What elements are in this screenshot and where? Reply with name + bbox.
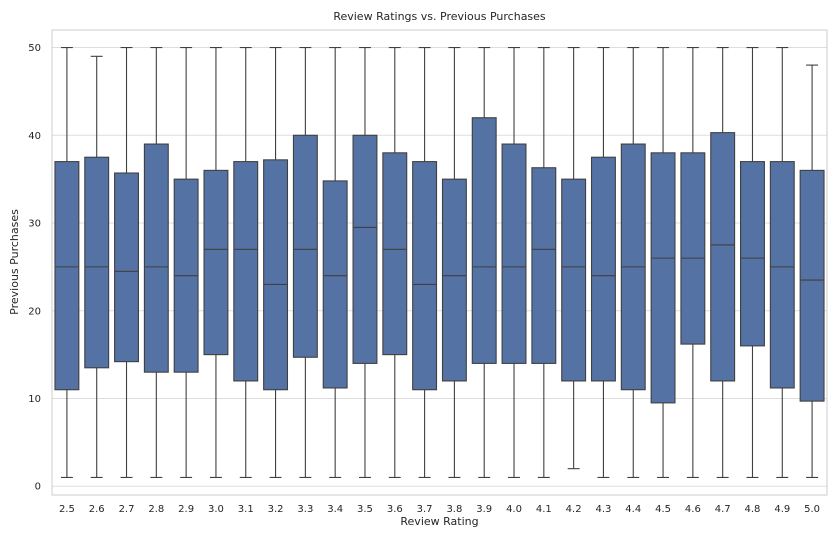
x-tick-label: 4.5 <box>655 504 671 515</box>
iqr-box <box>263 159 289 391</box>
iqr-box <box>84 156 110 369</box>
x-tick-label: 4.7 <box>715 504 731 515</box>
x-tick-label: 2.5 <box>59 504 75 515</box>
x-tick-label: 3.3 <box>297 504 313 515</box>
box-2.5 <box>54 46 80 479</box>
box-3.3 <box>292 46 318 479</box>
iqr-box <box>531 167 557 364</box>
x-tick-label: 2.7 <box>119 504 135 515</box>
x-tick-label: 5.0 <box>804 504 820 515</box>
y-tick-label: 10 <box>28 394 41 405</box>
y-tick-labels: 0 10 20 30 40 50 <box>28 43 41 493</box>
x-tick-label: 4.2 <box>566 504 582 515</box>
iqr-box <box>590 156 616 382</box>
iqr-box <box>322 180 348 389</box>
chart-title: Review Ratings vs. Previous Purchases <box>333 10 546 23</box>
x-tick-label: 2.8 <box>148 504 164 515</box>
y-tick-label: 30 <box>28 219 41 230</box>
box-4.0 <box>501 46 527 479</box>
y-tick-label: 0 <box>35 482 41 493</box>
box-2.9 <box>173 46 199 479</box>
iqr-box <box>501 143 527 364</box>
iqr-box <box>769 161 795 389</box>
box-4.7 <box>710 46 736 479</box>
x-axis-label: Review Rating <box>400 515 478 528</box>
x-tick-label: 3.5 <box>357 504 373 515</box>
x-tick-label: 4.0 <box>506 504 522 515</box>
iqr-box <box>233 161 259 382</box>
boxes-group <box>54 46 825 479</box>
iqr-box <box>710 132 736 382</box>
x-tick-label: 4.9 <box>774 504 790 515</box>
iqr-box <box>799 169 825 402</box>
box-3.5 <box>352 46 378 479</box>
box-3.6 <box>382 46 408 479</box>
box-4.5 <box>650 46 676 479</box>
iqr-box <box>54 161 80 391</box>
iqr-box <box>203 169 229 356</box>
iqr-box <box>292 134 318 358</box>
box-5.0 <box>799 64 825 479</box>
iqr-box <box>650 152 676 404</box>
box-4.1 <box>531 46 557 479</box>
box-3.2 <box>263 46 289 479</box>
iqr-box <box>680 152 706 345</box>
box-3.8 <box>441 46 467 479</box>
y-axis-label: Previous Purchases <box>8 209 21 315</box>
iqr-box <box>114 172 139 363</box>
box-2.7 <box>114 46 139 479</box>
iqr-box <box>740 161 765 347</box>
box-3.4 <box>322 46 348 479</box>
x-tick-label: 3.2 <box>268 504 284 515</box>
y-tick-label: 50 <box>28 43 41 54</box>
x-tick-label: 4.1 <box>536 504 552 515</box>
x-tick-label: 4.6 <box>685 504 701 515</box>
x-tick-label: 3.9 <box>476 504 492 515</box>
x-tick-label: 3.0 <box>208 504 224 515</box>
box-4.3 <box>590 46 616 479</box>
box-3.7 <box>412 46 438 479</box>
x-tick-label: 3.6 <box>387 504 403 515</box>
box-3.1 <box>233 46 259 479</box>
x-tick-label: 3.4 <box>327 504 343 515</box>
iqr-box <box>561 178 587 382</box>
iqr-box <box>441 178 467 382</box>
plot-frame <box>51 29 828 496</box>
box-4.2 <box>561 46 587 470</box>
y-tick-label: 20 <box>28 306 41 317</box>
iqr-box <box>143 143 169 373</box>
x-tick-label: 4.4 <box>625 504 641 515</box>
iqr-box <box>352 134 378 364</box>
x-tick-label: 4.3 <box>595 504 611 515</box>
box-4.9 <box>769 46 795 479</box>
box-4.6 <box>680 46 706 479</box>
x-tick-label: 3.1 <box>238 504 254 515</box>
x-tick-label: 2.6 <box>89 504 105 515</box>
y-tick-label: 40 <box>28 131 41 142</box>
iqr-box <box>382 152 408 356</box>
box-4.8 <box>740 46 765 479</box>
box-3.0 <box>203 46 229 479</box>
x-tick-label: 3.7 <box>417 504 433 515</box>
x-tick-label: 4.8 <box>745 504 761 515</box>
box-2.6 <box>84 55 110 479</box>
iqr-box <box>412 161 438 391</box>
x-tick-label: 2.9 <box>178 504 194 515</box>
box-2.8 <box>143 46 169 479</box>
x-tick-label: 3.8 <box>446 504 462 515</box>
iqr-box <box>471 117 497 364</box>
box-4.4 <box>620 46 646 479</box>
box-3.9 <box>471 46 497 479</box>
x-tick-labels: 2.5 2.6 2.7 2.8 2.9 3.0 3.1 3.2 3.3 3.4 3.5 3.6 3.7 3… <box>59 504 820 515</box>
